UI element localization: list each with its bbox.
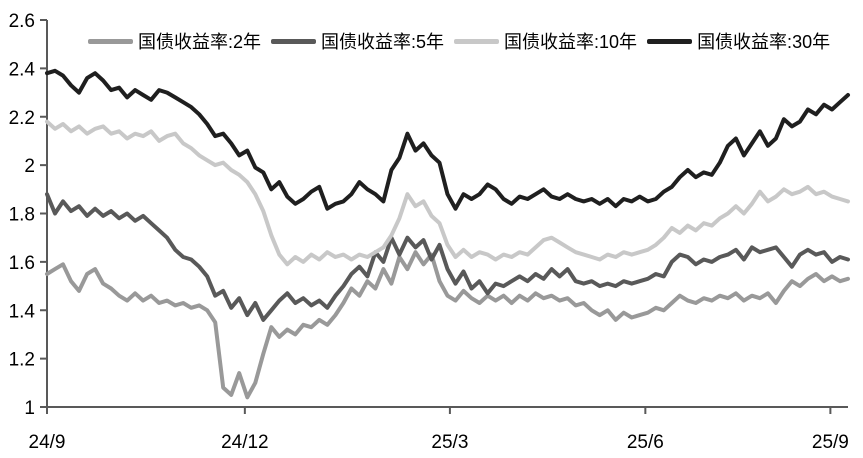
legend-label-5y: 国债收益率:5年 xyxy=(321,32,445,52)
legend-line-swatch-2y xyxy=(88,38,133,44)
series-line-5y xyxy=(45,192,850,322)
y-tick-label: 1.2 xyxy=(9,350,35,371)
x-tick-label: 25/6 xyxy=(627,432,664,453)
legend-line-swatch-5y xyxy=(271,38,317,44)
x-tick-label: 24/12 xyxy=(221,432,269,453)
series-line-10y xyxy=(45,119,850,267)
x-tick-label: 24/9 xyxy=(29,432,66,453)
legend-line-swatch-10y xyxy=(454,38,500,44)
series-line-2y xyxy=(45,250,850,400)
legend-line-swatch-30y xyxy=(647,38,693,44)
legend-label-2y: 国债收益率:2年 xyxy=(138,32,262,52)
legend-item-2y: 国债收益率:2年 xyxy=(88,28,261,54)
y-tick-label: 1.6 xyxy=(9,253,35,274)
legend-label-10y: 国债收益率:10年 xyxy=(504,32,638,52)
chart-legend: 国债收益率:2年 国债收益率:5年 国债收益率:10年 国债收益率:30年 xyxy=(88,28,859,54)
series-line-30y xyxy=(45,68,850,211)
y-tick-label: 1.8 xyxy=(9,205,35,226)
y-tick-label: 1 xyxy=(24,398,35,419)
y-tick-label: 2.4 xyxy=(9,59,36,80)
y-tick-label: 2.6 xyxy=(9,11,35,32)
legend-item-5y: 国债收益率:5年 xyxy=(271,28,444,54)
y-tick-label: 2.2 xyxy=(9,108,35,129)
x-tick-label: 25/9 xyxy=(812,432,849,453)
legend-item-10y: 国债收益率:10年 xyxy=(454,28,637,54)
legend-item-30y: 国债收益率:30年 xyxy=(647,28,830,54)
legend-label-30y: 国债收益率:30年 xyxy=(697,32,831,52)
x-tick-label: 25/3 xyxy=(431,432,468,453)
y-tick-label: 1.4 xyxy=(9,301,36,322)
y-tick-label: 2 xyxy=(24,156,35,177)
